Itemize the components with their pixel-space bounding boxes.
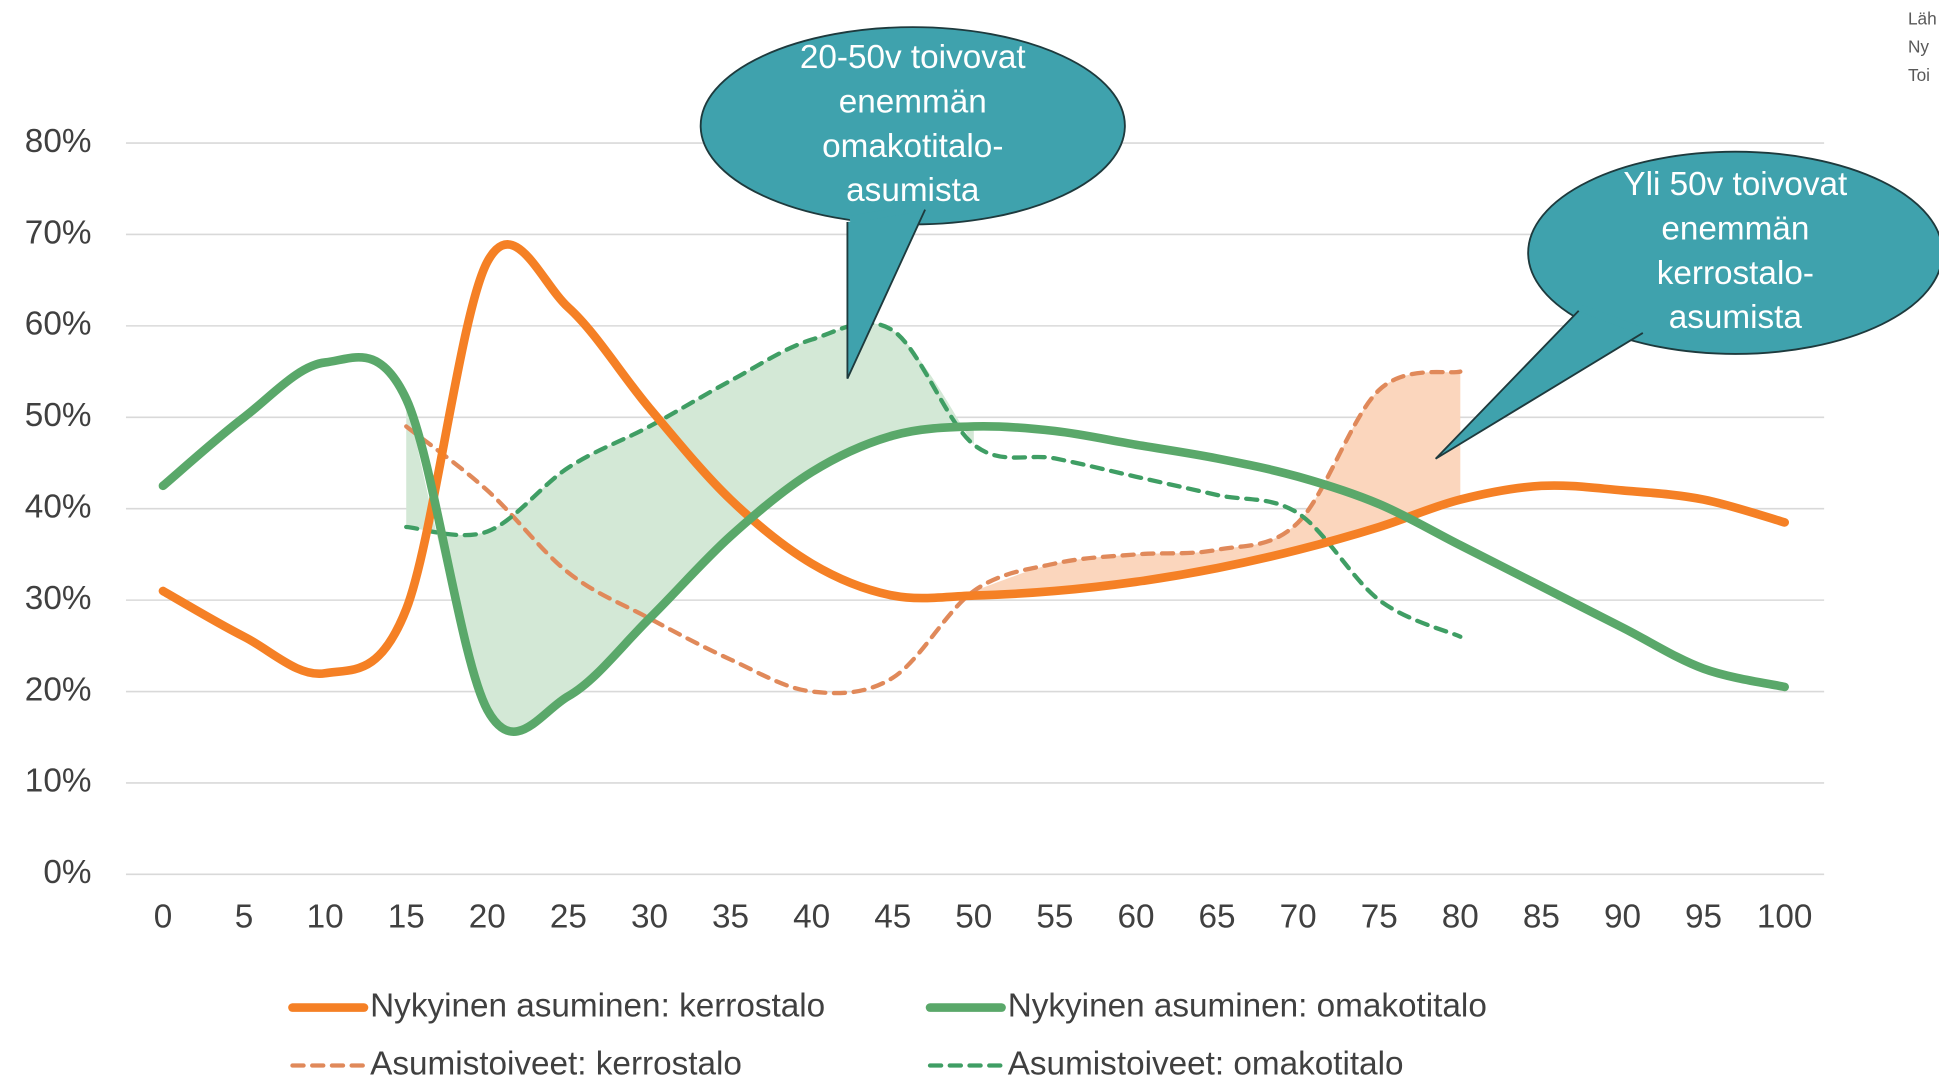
x-tick-label: 10 (307, 899, 344, 936)
legend-label: Nykyinen asuminen: kerrostalo (370, 987, 825, 1024)
callout-text: omakotitalo- (822, 128, 1003, 165)
grid: 0% 10% 20% 30% 40% 50% 60% 70% 80% 0 5 10 15 20 25 30 35… (25, 123, 1825, 936)
x-tick-label: 65 (1199, 899, 1236, 936)
x-tick-label: 55 (1036, 899, 1073, 936)
callouts: 20-50v toivovat enemmän omakotitalo-asumis… (699, 26, 1939, 460)
x-tick-label: 100 (1757, 899, 1813, 936)
x-tick-label: 60 (1117, 899, 1154, 936)
legend-label: Asumistoiveet: omakotitalo (1008, 1045, 1404, 1082)
legend-label: Nykyinen asuminen: omakotitalo (1008, 987, 1487, 1024)
x-tick-label: 80 (1442, 899, 1479, 936)
y-tick-label: 70% (25, 214, 92, 251)
callout-seam (1579, 304, 1642, 334)
x-tick-label: 95 (1685, 899, 1722, 936)
y-tick-label: 20% (25, 671, 92, 708)
lines (158, 240, 1789, 736)
callout-text: 20-50v toivovat (800, 39, 1026, 76)
x-tick-label: 50 (955, 899, 992, 936)
difference-areas (406, 323, 1461, 732)
source-line: Ny (1908, 37, 1929, 57)
callout-text: Yli 50v toivovat (1623, 166, 1847, 203)
y-tick-label: 50% (25, 397, 92, 434)
difference-area (406, 323, 974, 732)
callout-text: kerrostalo- (1657, 255, 1814, 292)
series-line (404, 320, 1463, 639)
source-line: Läh (1908, 8, 1937, 28)
x-tick-label: 5 (235, 899, 254, 936)
y-tick-label: 10% (25, 763, 92, 800)
x-tick-label: 85 (1523, 899, 1560, 936)
source-line: Toi (1908, 65, 1930, 85)
series-line (158, 240, 1789, 679)
x-tick-label: 20 (469, 899, 506, 936)
x-tick-label: 35 (712, 899, 749, 936)
series-line (404, 369, 1463, 696)
y-tick-label: 60% (25, 306, 92, 343)
callout-pointer (846, 209, 926, 379)
y-tick-label: 80% (25, 123, 92, 160)
x-tick-label: 0 (154, 899, 173, 936)
callout-bubble (1527, 150, 1939, 355)
y-tick-label: 0% (43, 854, 91, 891)
callout-text: asumista (846, 172, 980, 209)
callout-pointer (1434, 310, 1644, 460)
callout-text: enemmän (1661, 210, 1809, 247)
legend: Nykyinen asuminen: kerrostalo Nykyinen as… (288, 987, 1487, 1082)
x-tick-label: 25 (550, 899, 587, 936)
x-tick-label: 45 (874, 899, 911, 936)
series-line (158, 353, 1789, 736)
source-note: Läh Ny Toi (1908, 8, 1937, 85)
x-tick-label: 15 (388, 899, 425, 936)
legend-label: Asumistoiveet: kerrostalo (370, 1045, 742, 1082)
x-tick-label: 75 (1361, 899, 1398, 936)
x-tick-label: 30 (631, 899, 668, 936)
y-tick-label: 40% (25, 488, 92, 525)
callout-seam (849, 203, 924, 224)
callout-text: asumista (1669, 299, 1803, 336)
callout-text: enemmän (839, 83, 987, 120)
x-tick-label: 90 (1604, 899, 1641, 936)
x-tick-label: 70 (1280, 899, 1317, 936)
y-tick-label: 30% (25, 580, 92, 617)
difference-area (973, 371, 1461, 596)
x-tick-label: 40 (793, 899, 830, 936)
